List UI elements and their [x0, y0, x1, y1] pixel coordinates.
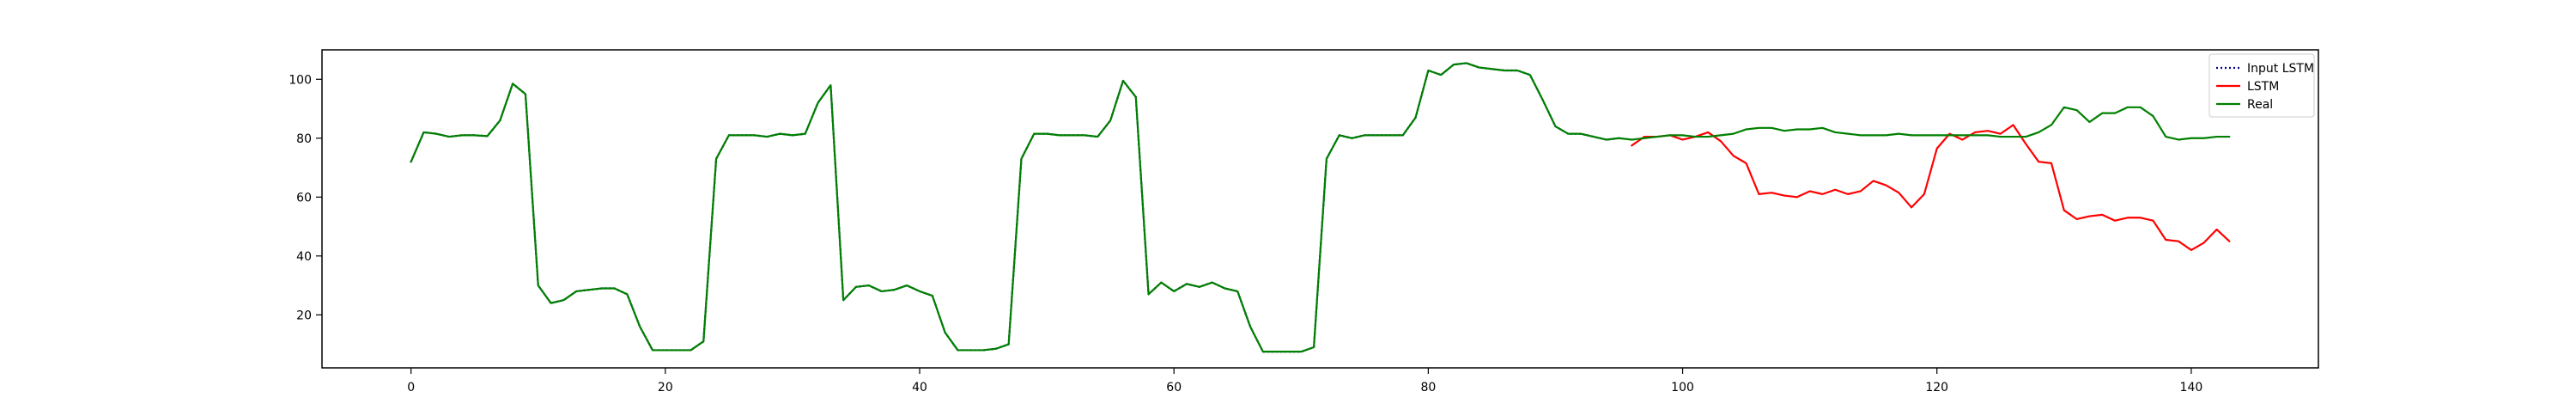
- x-tick-label: 20: [658, 381, 673, 395]
- legend-label: Real: [2247, 98, 2273, 112]
- series-line-real: [410, 62, 2231, 353]
- y-tick-label: 40: [296, 250, 312, 264]
- series-layer: [410, 62, 2231, 353]
- x-tick-label: 80: [1420, 381, 1436, 395]
- plot-area: [322, 50, 2318, 368]
- legend-label: Input LSTM: [2247, 62, 2314, 76]
- x-tick-label: 40: [912, 381, 927, 395]
- x-tick-label: 100: [1671, 381, 1694, 395]
- y-tick-label: 80: [296, 132, 312, 146]
- y-tick-label: 60: [296, 191, 312, 205]
- series-line-lstm: [1631, 124, 2231, 252]
- y-tick-label: 20: [296, 309, 312, 322]
- legend: Input LSTM LSTM Real: [2208, 53, 2315, 118]
- x-tick-label: 120: [1925, 381, 1948, 395]
- x-tick-label: 60: [1166, 381, 1182, 395]
- axes-layer: 0 20 40 60 80 100 120 140 20 40 60 80 100: [289, 73, 2202, 395]
- x-tick-label: 0: [407, 381, 415, 395]
- plot-frame: [321, 49, 2319, 369]
- x-tick-label: 140: [2180, 381, 2203, 395]
- legend-label: LSTM: [2247, 80, 2279, 94]
- legend-box: [2208, 53, 2315, 118]
- y-tick-label: 100: [289, 73, 312, 87]
